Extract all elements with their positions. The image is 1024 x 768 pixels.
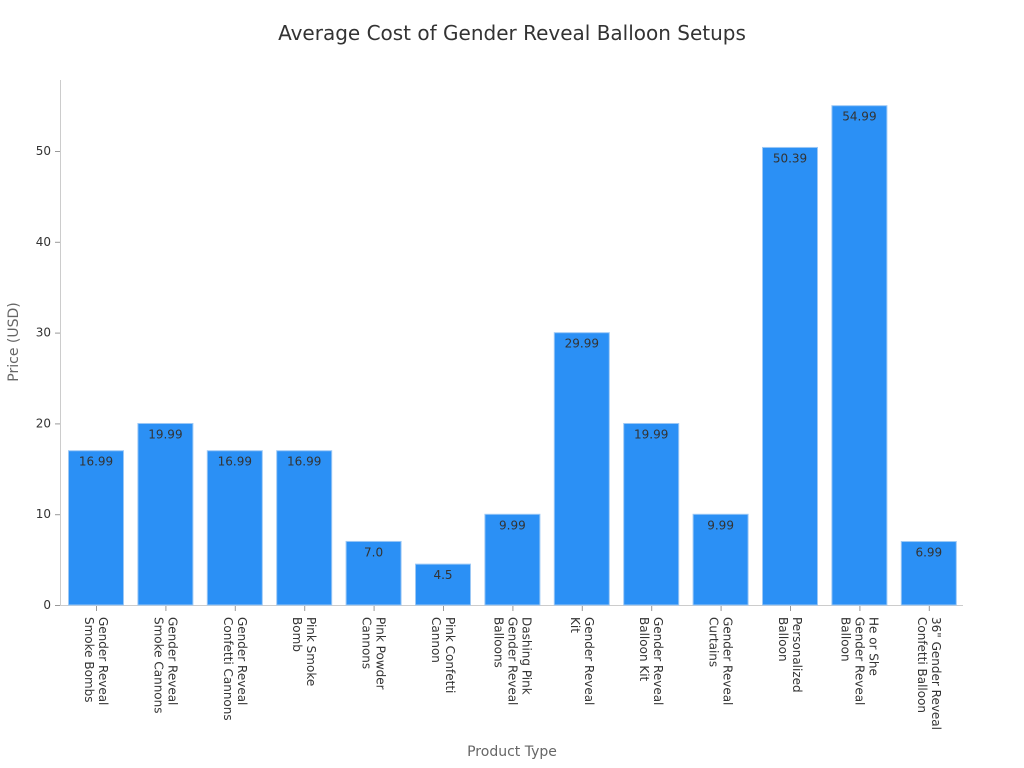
data-label: 9.99	[707, 518, 734, 532]
data-label: 4.5	[433, 568, 452, 582]
x-tick-label: Gender RevealConfetti Cannons	[221, 617, 249, 721]
x-tick-label: He or SheGender RevealBalloon	[838, 617, 880, 705]
y-tick-label: 10	[36, 507, 51, 521]
y-tick-label: 40	[36, 235, 51, 249]
data-label: 19.99	[148, 427, 182, 441]
x-axis-label: Product Type	[467, 744, 557, 760]
bar	[415, 563, 471, 606]
data-label: 29.99	[565, 337, 599, 351]
x-tick-label: Pink SmokeBomb	[290, 617, 318, 686]
data-label: 6.99	[915, 546, 942, 560]
y-tick-label: 30	[36, 326, 51, 340]
bar	[762, 146, 818, 606]
x-tick-label: 36" Gender RevealConfetti Balloon	[915, 617, 943, 730]
data-label: 9.99	[499, 518, 526, 532]
y-tick-label: 0	[43, 598, 51, 612]
x-tick-label: Gender RevealSmoke Bombs	[82, 617, 110, 705]
bar	[692, 513, 749, 606]
bar	[484, 513, 541, 606]
y-axis-label: Price (USD)	[6, 302, 22, 381]
data-label: 19.99	[634, 427, 668, 441]
y-tick-label: 50	[36, 144, 51, 158]
data-label: 54.99	[842, 110, 876, 124]
y-tick-label: 20	[36, 416, 51, 430]
x-tick-label: Dashing PinkGender RevealBalloons	[491, 617, 533, 705]
x-tick-label: Gender RevealSmoke Cannons	[151, 617, 179, 714]
bar	[137, 422, 194, 606]
bar	[345, 540, 402, 606]
data-label: 50.39	[773, 151, 807, 165]
bar	[276, 450, 333, 606]
bar	[623, 422, 680, 606]
x-tick-label: Gender RevealBalloon Kit	[637, 617, 665, 705]
bar	[900, 541, 957, 606]
x-tick-label: PersonalizedBalloon	[776, 617, 804, 693]
x-tick-label: Pink PowderCannons	[360, 617, 388, 690]
chart-title: Average Cost of Gender Reveal Balloon Se…	[278, 21, 746, 45]
bar	[553, 332, 610, 606]
data-label: 7.0	[364, 545, 383, 559]
x-tick-label: Gender RevealCurtains	[707, 617, 735, 705]
bar	[206, 450, 263, 606]
data-label: 16.99	[79, 455, 113, 469]
x-tick-label: Gender RevealKit	[568, 617, 596, 705]
data-label: 16.99	[218, 455, 252, 469]
x-tick-label: Pink ConfettiCannon	[429, 617, 457, 693]
data-label: 16.99	[287, 455, 321, 469]
bar	[68, 450, 124, 606]
bar	[831, 105, 888, 606]
